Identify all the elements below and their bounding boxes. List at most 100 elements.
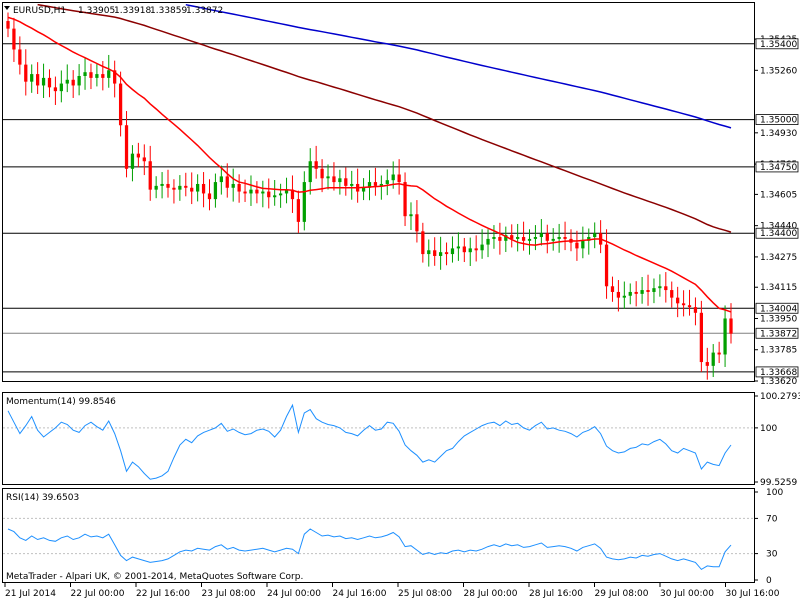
candle-body [184, 185, 188, 188]
candle-body [634, 291, 638, 294]
rsi-line [7, 528, 732, 571]
candle-body [723, 318, 727, 355]
candle-body [332, 176, 336, 183]
ohlc-low: 1.33859 [150, 6, 187, 16]
candle-body [190, 187, 194, 192]
current-price-label: 1.33872 [760, 329, 797, 339]
candle-body [527, 238, 532, 241]
candle-body [456, 246, 461, 249]
candle-body [219, 176, 223, 183]
candle-body [533, 237, 538, 239]
candle-body [587, 237, 591, 241]
candle-body [397, 174, 401, 183]
candle-body [231, 183, 235, 188]
moving-average-line [7, 16, 732, 313]
candle-body [314, 161, 318, 169]
candle-body [474, 248, 478, 251]
current-price-box [755, 327, 799, 339]
rsi-level-lines [3, 517, 754, 555]
candle-body [24, 64, 28, 82]
level-label-box [755, 114, 799, 125]
candle-body [261, 191, 265, 194]
candle-body [373, 182, 378, 186]
candle-body [361, 187, 366, 192]
symbol-dropdown-icon[interactable] [4, 6, 10, 10]
time-tick-label: 28 Jul 16:00 [529, 589, 583, 599]
level-label-box [755, 302, 799, 314]
candle-body [302, 182, 306, 222]
momentum-line [7, 403, 732, 480]
candle-body [705, 362, 709, 366]
candle-body [409, 214, 413, 217]
candle-body [154, 185, 158, 190]
candle-body [350, 183, 354, 186]
candle-body [480, 244, 484, 251]
candle-body [391, 174, 395, 181]
time-tick-label: 24 Jul 00:00 [267, 589, 321, 599]
candle-body [699, 312, 703, 363]
candle-body [142, 157, 146, 162]
price-level-labels: 1.35400 1.35000 1.34750 1.34400 1.34004 1.336… [755, 38, 799, 378]
level-label-box [755, 227, 799, 239]
candle-body [468, 248, 472, 253]
candle-body [338, 178, 342, 183]
candle-body [148, 161, 152, 190]
candle-body [278, 193, 283, 196]
price-panel[interactable] [2, 2, 755, 382]
rsi-tick-label: 100 [766, 488, 783, 498]
time-tick-label: 29 Jul 08:00 [595, 589, 649, 599]
level-label: 1.33668 [760, 368, 797, 378]
level-label: 1.34400 [760, 229, 797, 239]
candle-body [18, 49, 22, 65]
candle-body [118, 83, 123, 126]
candle-body [610, 286, 615, 292]
candle-body [237, 183, 241, 192]
price-tick-label: 1.33950 [760, 314, 797, 324]
symbol-header: EURUSD,H1 [13, 6, 66, 16]
time-tick-label: 23 Jul 08:00 [202, 589, 256, 599]
candle-body [664, 286, 668, 291]
momentum-tick-label: 100 [760, 424, 777, 434]
candle-body [421, 231, 425, 255]
candle-body [593, 233, 597, 238]
candle-body [213, 182, 218, 200]
time-tick-label: 30 Jul 00:00 [660, 589, 714, 599]
candlesticks [6, 12, 733, 380]
time-tick-label: 25 Jul 08:00 [398, 589, 452, 599]
candle-body [581, 240, 585, 249]
candle-body [101, 74, 105, 78]
copyright-footer: MetaTrader - Alpari UK, © 2001-2014, Met… [6, 572, 303, 582]
candle-body [95, 74, 99, 78]
rsi-panel[interactable] [2, 488, 755, 583]
price-tick-label: 1.33785 [760, 346, 797, 356]
candle-body [65, 79, 69, 84]
candle-body [604, 244, 609, 287]
candle-body [646, 290, 650, 292]
rsi-header: RSI(14) 39.6503 [6, 493, 79, 503]
rsi-tick-label: 0 [766, 576, 772, 586]
candle-body [308, 161, 312, 183]
candle-body [681, 303, 686, 306]
rsi-tick-label: 30 [766, 550, 778, 560]
time-tick-label: 22 Jul 16:00 [136, 589, 190, 599]
candle-body [492, 237, 496, 239]
candle-body [166, 183, 170, 188]
candle-body [433, 250, 437, 256]
candle-body [172, 187, 176, 190]
candle-body [622, 295, 626, 298]
candle-body [575, 242, 579, 249]
price-tick-label: 1.33620 [760, 377, 797, 387]
candle-body [255, 189, 259, 194]
candle-body [160, 183, 164, 186]
candle-body [504, 235, 508, 241]
candle-body [658, 286, 662, 289]
candle-body [243, 191, 247, 194]
candle-body [30, 74, 34, 82]
candle-body [486, 238, 490, 245]
time-axis-ticks: 21 Jul 2014 22 Jul 00:00 22 Jul 16:00 23 Ju… [4, 583, 780, 599]
candle-body [124, 125, 129, 169]
price-tick-label: 1.35260 [760, 66, 797, 76]
time-tick-label: 28 Jul 00:00 [464, 589, 518, 599]
candle-body [71, 79, 75, 86]
